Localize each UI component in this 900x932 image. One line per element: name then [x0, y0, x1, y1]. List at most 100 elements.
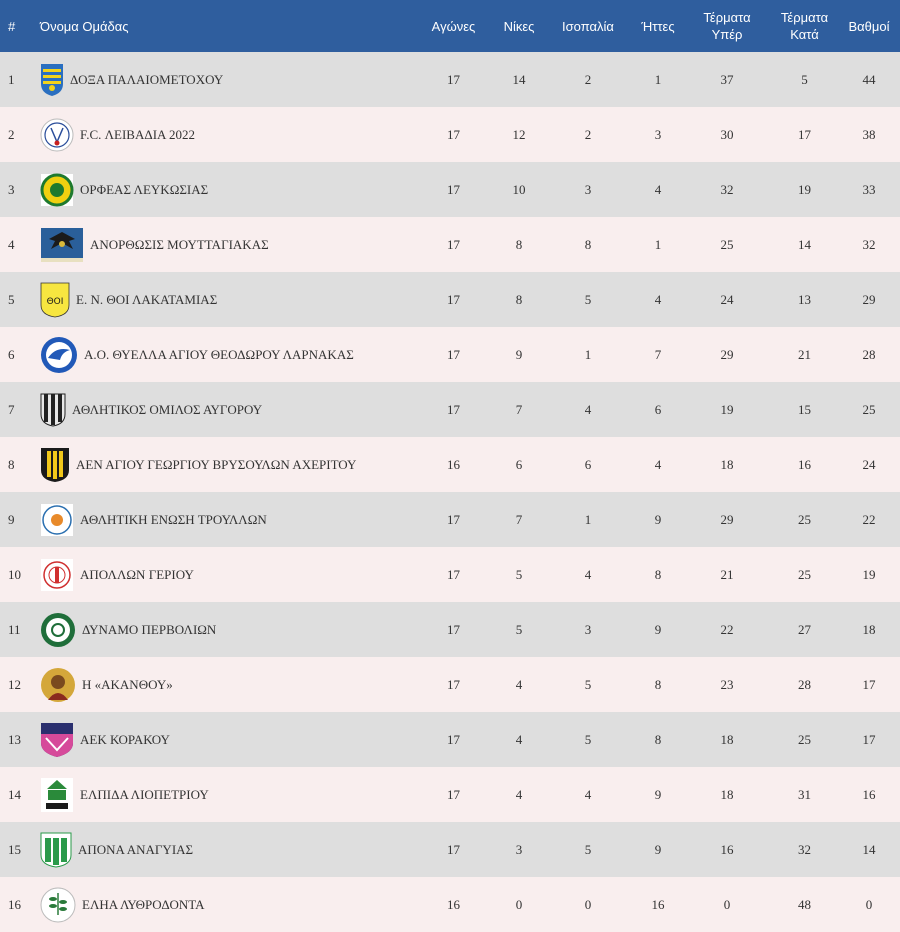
- team-name[interactable]: ΔΥΝΑΜΟ ΠΕΡΒΟΛΙΩΝ: [82, 621, 217, 637]
- team-info[interactable]: ΑΘΛΗΤΙΚΗ ΕΝΩΣΗ ΤΡΟΥΛΛΩΝ: [40, 503, 412, 537]
- table-row[interactable]: 1 ΔΟΞΑ ΠΑΛΑΙΟΜΕΤΟΧΟΥ 17 14 2 1 37 5 44: [0, 52, 900, 107]
- team-info[interactable]: ΑΠΟΝΑ ΑΝΑΓΥΙΑΣ: [40, 832, 412, 868]
- team-name[interactable]: ΑΝΟΡΘΩΣΙΣ ΜΟΥΤΤΑΓΙΑΚΑΣ: [90, 236, 269, 252]
- team-info[interactable]: Α.Ο. ΘΥΕΛΛΑ ΑΓΙΟΥ ΘΕΟΔΩΡΟΥ ΛΑΡΝΑΚΑΣ: [40, 336, 412, 374]
- team-info[interactable]: ΑΕΚ ΚΟΡΑΚΟΥ: [40, 722, 412, 758]
- played-cell: 17: [447, 401, 460, 417]
- table-row[interactable]: 16 ΕΛΗΑ ΛΥΘΡΟΔΟΝΤΑ 16 0 0 16 0 48 0: [0, 877, 900, 932]
- team-cell[interactable]: ΑΕΚ ΚΟΡΑΚΟΥ: [34, 712, 412, 767]
- team-info[interactable]: ΕΛΗΑ ΛΥΘΡΟΔΟΝΤΑ: [40, 887, 412, 923]
- header-goals-against[interactable]: Τέρματα Κατά: [771, 0, 838, 52]
- team-name[interactable]: ΑΘΛΗΤΙΚΟΣ ΟΜΙΛΟΣ ΑΥΓΟΡΟΥ: [72, 401, 263, 417]
- team-info[interactable]: ΑΠΟΛΛΩΝ ΓΕΡΙΟΥ: [40, 558, 412, 592]
- team-name[interactable]: ΕΛΠΙΔΑ ΛΙΟΠΕΤΡΙΟΥ: [80, 786, 209, 802]
- goals-for-cell: 18: [720, 731, 734, 747]
- team-cell[interactable]: ΕΛΠΙΔΑ ΛΙΟΠΕΤΡΙΟΥ: [34, 767, 412, 822]
- table-row[interactable]: 9 ΑΘΛΗΤΙΚΗ ΕΝΩΣΗ ΤΡΟΥΛΛΩΝ 17 7 1 9 29 25 22: [0, 492, 900, 547]
- header-goals-for[interactable]: Τέρματα Υπέρ: [683, 0, 771, 52]
- team-info[interactable]: ΔΥΝΑΜΟ ΠΕΡΒΟΛΙΩΝ: [40, 612, 412, 648]
- team-name[interactable]: ΕΛΗΑ ΛΥΘΡΟΔΟΝΤΑ: [82, 896, 205, 912]
- crest-white-orange-icon: [40, 503, 74, 537]
- table-row[interactable]: 6 Α.Ο. ΘΥΕΛΛΑ ΑΓΙΟΥ ΘΕΟΔΩΡΟΥ ΛΑΡΝΑΚΑΣ 17 9 1…: [0, 327, 900, 382]
- table-row[interactable]: 8 ΑΕΝ ΑΓΙΟΥ ΓΕΩΡΓΙΟΥ ΒΡΥΣΟΥΛΩΝ ΑΧΕΡΙΤΟΥ 16…: [0, 437, 900, 492]
- team-name[interactable]: ΔΟΞΑ ΠΑΛΑΙΟΜΕΤΟΧΟΥ: [70, 71, 224, 87]
- rank-cell: 6: [8, 346, 15, 362]
- team-name[interactable]: ΑΕΝ ΑΓΙΟΥ ΓΕΩΡΓΙΟΥ ΒΡΥΣΟΥΛΩΝ ΑΧΕΡΙΤΟΥ: [76, 456, 357, 472]
- team-cell[interactable]: ΟΡΦΕΑΣ ΛΕΥΚΩΣΙΑΣ: [34, 162, 412, 217]
- points-cell: 19: [862, 566, 876, 582]
- team-cell[interactable]: F.C. ΛΕΙΒΑΔΙΑ 2022: [34, 107, 412, 162]
- team-name[interactable]: ΑΠΟΝΑ ΑΝΑΓΥΙΑΣ: [78, 841, 194, 857]
- table-row[interactable]: 7 ΑΘΛΗΤΙΚΟΣ ΟΜΙΛΟΣ ΑΥΓΟΡΟΥ 17 7 4 6 19 15 25: [0, 382, 900, 437]
- team-cell[interactable]: ΔΟΞΑ ΠΑΛΑΙΟΜΕΤΟΧΟΥ: [34, 52, 412, 107]
- team-info[interactable]: Η «ΑΚΑΝΘΟΥ»: [40, 667, 412, 703]
- draws-cell: 5: [584, 841, 592, 857]
- goals-against-cell: 21: [798, 346, 811, 362]
- played-cell: 17: [447, 621, 460, 637]
- wins-cell: 8: [515, 236, 523, 252]
- team-name[interactable]: F.C. ΛΕΙΒΑΔΙΑ 2022: [80, 126, 195, 142]
- team-cell[interactable]: ΔΥΝΑΜΟ ΠΕΡΒΟΛΙΩΝ: [34, 602, 412, 657]
- draws-cell: 4: [584, 401, 592, 417]
- team-cell[interactable]: Α.Ο. ΘΥΕΛΛΑ ΑΓΙΟΥ ΘΕΟΔΩΡΟΥ ΛΑΡΝΑΚΑΣ: [34, 327, 412, 382]
- crest-olive-branch-icon: [40, 887, 76, 923]
- table-row[interactable]: 13 ΑΕΚ ΚΟΡΑΚΟΥ 17 4 5 8 18 25 17: [0, 712, 900, 767]
- shield-navy-pink-icon: [40, 722, 74, 758]
- header-team[interactable]: Όνομα Ομάδας: [40, 18, 129, 34]
- team-cell[interactable]: ΑΘΛΗΤΙΚΗ ΕΝΩΣΗ ΤΡΟΥΛΛΩΝ: [34, 492, 412, 547]
- table-row[interactable]: 14 ΕΛΠΙΔΑ ΛΙΟΠΕΤΡΙΟΥ 17 4 4 9 18 31 16: [0, 767, 900, 822]
- team-cell[interactable]: ΑΕΝ ΑΓΙΟΥ ΓΕΩΡΓΙΟΥ ΒΡΥΣΟΥΛΩΝ ΑΧΕΡΙΤΟΥ: [34, 437, 412, 492]
- table-row[interactable]: 5 ΘΟΙ Ε. Ν. ΘΟΙ ΛΑΚΑΤΑΜΙΑΣ 17 8 5 4 24 13 29: [0, 272, 900, 327]
- team-name[interactable]: ΑΕΚ ΚΟΡΑΚΟΥ: [80, 731, 170, 747]
- header-played[interactable]: Αγώνες: [431, 18, 476, 34]
- team-info[interactable]: ΔΟΞΑ ΠΑΛΑΙΟΜΕΤΟΧΟΥ: [40, 63, 412, 97]
- team-info[interactable]: F.C. ΛΕΙΒΑΔΙΑ 2022: [40, 118, 412, 152]
- table-row[interactable]: 10 ΑΠΟΛΛΩΝ ΓΕΡΙΟΥ 17 5 4 8 21 25 19: [0, 547, 900, 602]
- team-cell[interactable]: ΑΘΛΗΤΙΚΟΣ ΟΜΙΛΟΣ ΑΥΓΟΡΟΥ: [34, 382, 412, 437]
- table-row[interactable]: 12 Η «ΑΚΑΝΘΟΥ» 17 4 5 8 23 28 17: [0, 657, 900, 712]
- header-points[interactable]: Βαθμοί: [848, 18, 890, 34]
- table-row[interactable]: 2 F.C. ΛΕΙΒΑΔΙΑ 2022 17 12 2 3 30 17 38: [0, 107, 900, 162]
- team-cell[interactable]: ΕΛΗΑ ΛΥΘΡΟΔΟΝΤΑ: [34, 877, 412, 932]
- team-cell[interactable]: ΑΠΟΝΑ ΑΝΑΓΥΙΑΣ: [34, 822, 412, 877]
- team-info[interactable]: ΑΘΛΗΤΙΚΟΣ ΟΜΙΛΟΣ ΑΥΓΟΡΟΥ: [40, 393, 412, 427]
- goals-against-cell: 5: [801, 71, 808, 87]
- team-cell[interactable]: ΘΟΙ Ε. Ν. ΘΟΙ ΛΑΚΑΤΑΜΙΑΣ: [34, 272, 412, 327]
- team-info[interactable]: ΘΟΙ Ε. Ν. ΘΟΙ ΛΑΚΑΤΑΜΙΑΣ: [40, 282, 412, 318]
- points-cell: 44: [862, 71, 876, 87]
- team-name[interactable]: ΑΘΛΗΤΙΚΗ ΕΝΩΣΗ ΤΡΟΥΛΛΩΝ: [80, 511, 267, 527]
- table-row[interactable]: 15 ΑΠΟΝΑ ΑΝΑΓΥΙΑΣ 17 3 5 9 16 32 14: [0, 822, 900, 877]
- header-losses[interactable]: Ήττες: [641, 18, 675, 34]
- goals-against-cell: 14: [798, 236, 811, 252]
- draws-cell: 3: [584, 621, 592, 637]
- losses-cell: 9: [654, 621, 662, 637]
- goals-for-cell: 0: [723, 896, 731, 912]
- header-wins[interactable]: Νίκες: [503, 18, 535, 34]
- team-info[interactable]: ΑΝΟΡΘΩΣΙΣ ΜΟΥΤΤΑΓΙΑΚΑΣ: [40, 227, 412, 263]
- team-info[interactable]: ΟΡΦΕΑΣ ΛΕΥΚΩΣΙΑΣ: [40, 173, 412, 207]
- rank-cell: 5: [8, 291, 15, 307]
- header-draws[interactable]: Ισοπαλία: [562, 18, 614, 34]
- header-rank[interactable]: #: [8, 18, 16, 34]
- team-name[interactable]: Η «ΑΚΑΝΘΟΥ»: [82, 676, 173, 692]
- team-name[interactable]: ΑΠΟΛΛΩΝ ΓΕΡΙΟΥ: [80, 566, 194, 582]
- team-info[interactable]: ΕΛΠΙΔΑ ΛΙΟΠΕΤΡΙΟΥ: [40, 777, 412, 813]
- team-name[interactable]: Ε. Ν. ΘΟΙ ΛΑΚΑΤΑΜΙΑΣ: [76, 291, 218, 307]
- goals-against-cell: 13: [798, 291, 811, 307]
- team-info[interactable]: ΑΕΝ ΑΓΙΟΥ ΓΕΩΡΓΙΟΥ ΒΡΥΣΟΥΛΩΝ ΑΧΕΡΙΤΟΥ: [40, 447, 412, 483]
- team-name[interactable]: Α.Ο. ΘΥΕΛΛΑ ΑΓΙΟΥ ΘΕΟΔΩΡΟΥ ΛΑΡΝΑΚΑΣ: [84, 346, 354, 362]
- points-cell: 17: [862, 676, 876, 692]
- team-cell[interactable]: ΑΠΟΛΛΩΝ ΓΕΡΙΟΥ: [34, 547, 412, 602]
- team-cell[interactable]: Η «ΑΚΑΝΘΟΥ»: [34, 657, 412, 712]
- table-row[interactable]: 3 ΟΡΦΕΑΣ ΛΕΥΚΩΣΙΑΣ 17 10 3 4 32 19 33: [0, 162, 900, 217]
- draws-cell: 2: [584, 71, 592, 87]
- table-row[interactable]: 11 ΔΥΝΑΜΟ ΠΕΡΒΟΛΙΩΝ 17 5 3 9 22 27 18: [0, 602, 900, 657]
- points-cell: 32: [862, 236, 876, 252]
- wins-cell: 4: [515, 731, 523, 747]
- table-row[interactable]: 4 ΑΝΟΡΘΩΣΙΣ ΜΟΥΤΤΑΓΙΑΚΑΣ 17 8 8 1 25 14 32: [0, 217, 900, 272]
- draws-cell: 5: [584, 291, 592, 307]
- team-cell[interactable]: ΑΝΟΡΘΩΣΙΣ ΜΟΥΤΤΑΓΙΑΚΑΣ: [34, 217, 412, 272]
- team-name[interactable]: ΟΡΦΕΑΣ ΛΕΥΚΩΣΙΑΣ: [80, 181, 209, 197]
- losses-cell: 8: [654, 676, 662, 692]
